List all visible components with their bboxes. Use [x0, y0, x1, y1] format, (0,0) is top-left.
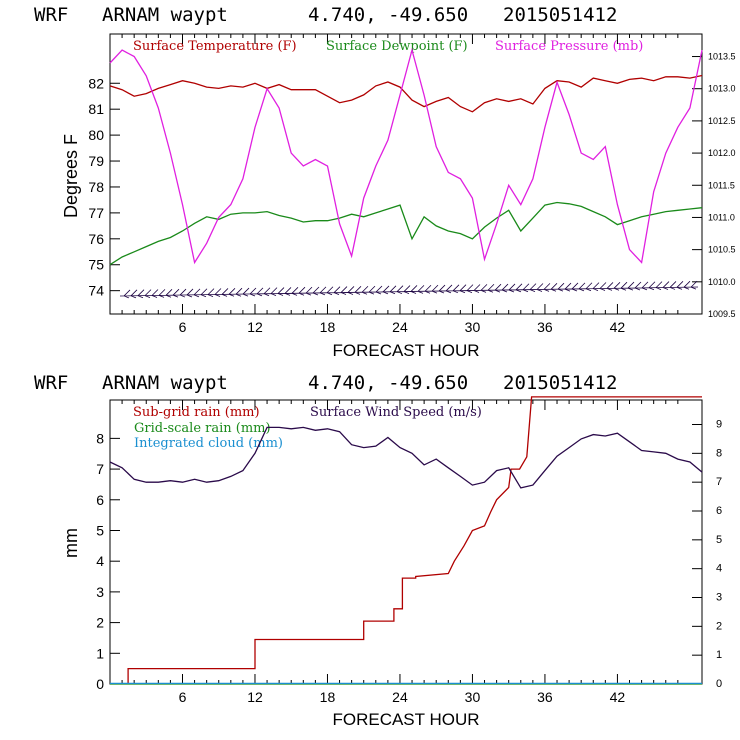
y2-tick-label: 1012.5: [708, 116, 736, 126]
y2-tick-label: 5: [716, 534, 722, 546]
x-tick-label: 36: [537, 689, 553, 705]
y2-tick-label: 1011.0: [708, 212, 735, 222]
legend-entry: Sub-grid rain (mm): [133, 405, 260, 420]
y-tick-label: 5: [96, 522, 104, 538]
plot-frame: [109, 33, 703, 315]
y2-tick-label: 3: [716, 592, 722, 604]
y2-tick-label: 6: [716, 505, 722, 517]
chart-header-location: ARNAM waypt: [102, 4, 228, 26]
y-tick-label: 78: [88, 179, 104, 195]
y-tick-label: 8: [96, 430, 104, 446]
x-tick-label: 6: [179, 689, 187, 705]
y2-tick-label: 1: [716, 649, 722, 661]
x-tick-label: 42: [610, 319, 626, 335]
x-tick-label: 42: [610, 689, 626, 705]
y2-tick-label: 7: [716, 476, 722, 488]
legend-entry: Surface Wind Speed (m/s): [310, 405, 482, 420]
x-tick-label: 12: [247, 689, 263, 705]
legend-entry: Surface Dewpoint (F): [326, 39, 468, 54]
x-axis-label: FORECAST HOUR: [332, 341, 479, 360]
chart-header-model: WRF: [34, 372, 68, 394]
y2-tick-label: 1010.5: [708, 245, 736, 255]
y2-tick-label: 1013.0: [708, 84, 736, 94]
series-line-surface-wind-speed-m-s: [109, 426, 703, 489]
y-tick-label: 74: [88, 283, 104, 299]
y-tick-label: 1: [96, 645, 104, 661]
y-tick-label: 7: [96, 461, 104, 477]
chart-header-model: WRF: [34, 4, 68, 26]
x-tick-label: 18: [320, 689, 336, 705]
x-tick-label: 6: [179, 319, 187, 335]
chart-header-coords: 4.740, -49.650: [308, 372, 468, 394]
y2-tick-label: 2: [716, 620, 722, 632]
series-line-surface-pressure-mb: [109, 47, 703, 265]
x-tick-label: 12: [247, 319, 263, 335]
y2-tick-label: 9: [716, 419, 722, 431]
y-tick-label: 0: [96, 676, 104, 692]
y-tick-label: 3: [96, 584, 104, 600]
y-tick-label: 81: [88, 101, 104, 117]
x-tick-label: 30: [465, 689, 481, 705]
y2-tick-label: 1010.0: [708, 277, 736, 287]
series-line-sub-grid-rain-mm: [127, 396, 702, 684]
legend-entry: Surface Pressure (mb): [495, 39, 643, 54]
y2-tick-label: 1013.5: [708, 52, 736, 62]
series-line-surface-dewpoint-f: [109, 201, 703, 266]
legend-entry: Surface Temperature (F): [133, 39, 297, 54]
chart-header-init: 2015051412: [503, 372, 617, 394]
y2-tick-label: 4: [716, 563, 722, 575]
y-axis-label: Degrees F: [61, 134, 81, 218]
wind-barb-strip: [119, 280, 699, 299]
y2-tick-label: 1012.0: [708, 148, 736, 158]
y-tick-label: 82: [88, 75, 104, 91]
legend-entry: Grid-scale rain (mm): [134, 421, 271, 436]
y-tick-label: 6: [96, 492, 104, 508]
y-tick-label: 79: [88, 153, 104, 169]
series-line-surface-temperature-f: [109, 74, 703, 113]
y2-tick-label: 0: [716, 678, 722, 690]
y-tick-label: 80: [88, 127, 104, 143]
y-axis-label: mm: [61, 528, 81, 558]
y-tick-label: 76: [88, 231, 104, 247]
x-tick-label: 36: [537, 319, 553, 335]
y-tick-label: 77: [88, 205, 104, 221]
y-tick-label: 75: [88, 257, 104, 273]
chart-header-init: 2015051412: [503, 4, 617, 26]
y2-tick-label: 1011.5: [708, 180, 735, 190]
y2-tick-label: 1009.5: [708, 309, 736, 319]
y2-tick-label: 8: [716, 447, 722, 459]
x-tick-label: 18: [320, 319, 336, 335]
y-tick-label: 4: [96, 553, 104, 569]
x-tick-label: 24: [392, 319, 408, 335]
x-tick-label: 24: [392, 689, 408, 705]
legend-entry: Integrated cloud (mm): [134, 436, 283, 451]
y-tick-label: 2: [96, 615, 104, 631]
chart-header-location: ARNAM waypt: [102, 372, 228, 394]
x-axis-label: FORECAST HOUR: [332, 710, 479, 729]
chart-header-coords: 4.740, -49.650: [308, 4, 468, 26]
x-tick-label: 30: [465, 319, 481, 335]
